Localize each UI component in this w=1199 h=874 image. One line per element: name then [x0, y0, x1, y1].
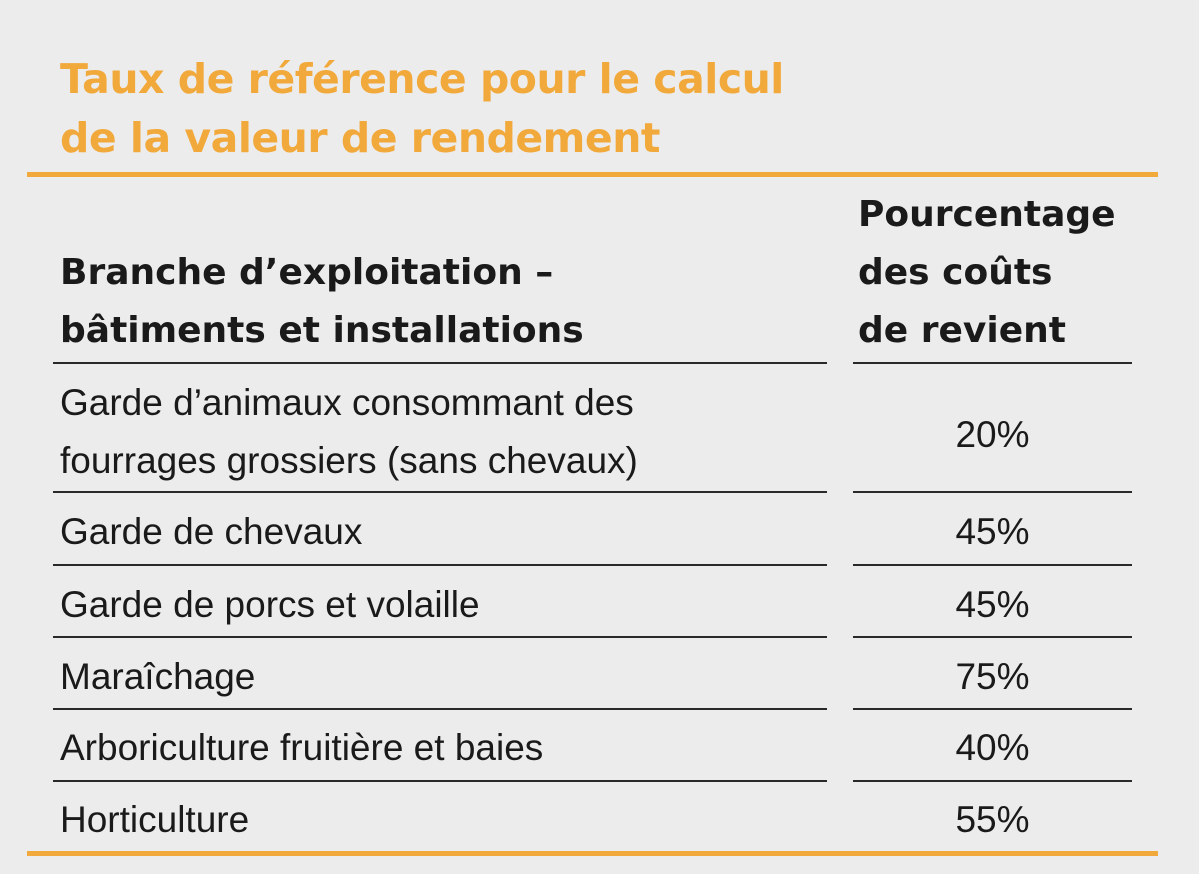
title-line-1: Taux de référence pour le calcul [60, 55, 784, 103]
table-row-3-label: Garde de porcs et volaille [60, 576, 820, 634]
table-row-6-label: Horticulture [60, 791, 820, 849]
table-row-1-label-line-1: Garde d’animaux consommant des [60, 382, 634, 423]
row-divider-right [853, 491, 1132, 493]
table-row-4-label: Maraîchage [60, 648, 820, 706]
table-row-2-label: Garde de chevaux [60, 503, 820, 561]
column-header-branch-line-1: Branche d’exploitation – [60, 252, 554, 293]
row-divider-left [53, 708, 827, 710]
table-row-2-label-line-1: Garde de chevaux [60, 511, 363, 552]
top-accent-rule [27, 172, 1158, 177]
table-row-6-value: 55% [955, 799, 1030, 840]
column-header-percentage: Pourcentage des coûts de revient [858, 186, 1158, 360]
column-header-percentage-line-2: des coûts [858, 252, 1053, 293]
page-title: Taux de référence pour le calcul de la v… [60, 50, 960, 168]
column-header-branch-line-2: bâtiments et installations [60, 310, 584, 351]
table-row-3-label-line-1: Garde de porcs et volaille [60, 584, 480, 625]
title-line-2: de la valeur de rendement [60, 114, 660, 162]
column-header-branch: Branche d’exploitation – bâtiments et in… [60, 244, 820, 360]
table-row-1-label: Garde d’animaux consommant des fourrages… [60, 374, 820, 490]
table-row-4-label-line-1: Maraîchage [60, 656, 256, 697]
table-row-4-value: 75% [955, 656, 1030, 697]
row-divider-left [53, 564, 827, 566]
table-row-3-value: 45% [955, 584, 1030, 625]
row-divider-right [853, 708, 1132, 710]
row-divider-left [53, 636, 827, 638]
row-divider-right [853, 780, 1132, 782]
header-divider-right [853, 362, 1132, 364]
table-row-6-label-line-1: Horticulture [60, 799, 250, 840]
row-divider-left [53, 491, 827, 493]
row-divider-right [853, 636, 1132, 638]
table-row-5-label: Arboriculture fruitière et baies [60, 719, 820, 777]
column-header-percentage-line-3: de revient [858, 310, 1066, 351]
column-header-percentage-line-1: Pourcentage [858, 194, 1116, 235]
table-row-1-value: 20% [955, 414, 1030, 455]
table-row-5-value: 40% [955, 727, 1030, 768]
row-divider-left [53, 780, 827, 782]
row-divider-right [853, 564, 1132, 566]
bottom-accent-rule [27, 851, 1158, 856]
table-row-1-label-line-2: fourrages grossiers (sans chevaux) [60, 440, 638, 481]
header-divider-left [53, 362, 827, 364]
table-row-5-label-line-1: Arboriculture fruitière et baies [60, 727, 544, 768]
table-row-2-value: 45% [955, 511, 1030, 552]
